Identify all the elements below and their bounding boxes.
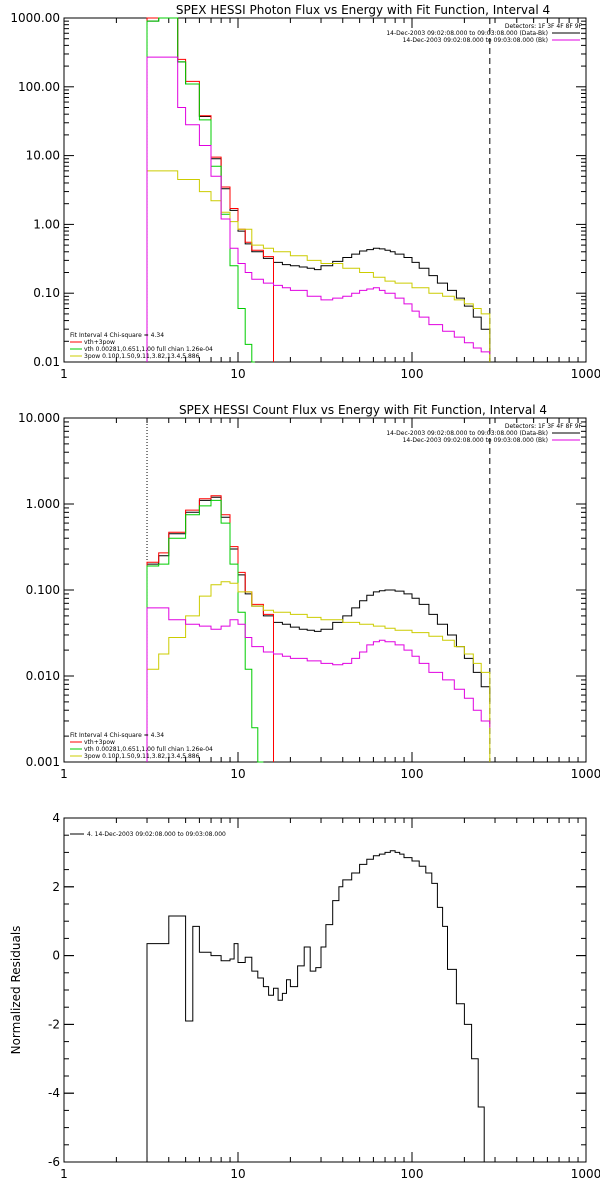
legend-entry-text: 14-Dec-2003 09:02:08.000 to 09:03:08.000… <box>386 30 548 37</box>
y-tick-label: 0.100 <box>26 583 60 597</box>
legend-entry-text: 4. 14-Dec-2003 09:02:08.000 to 09:03:08.… <box>87 831 226 838</box>
series-group <box>146 850 490 1163</box>
y-tick-label: 1.000 <box>26 497 60 511</box>
x-tick-label: 1000 <box>571 767 600 781</box>
x-tick-label: 100 <box>401 767 424 781</box>
x-tick-label: 1 <box>60 367 68 381</box>
chart-title: SPEX HESSI Count Flux vs Energy with Fit… <box>179 403 547 417</box>
reference-lines <box>146 18 491 362</box>
legend-entry-text: 3pow 0.100,1.50,9.11,3.82,13.4,5.886 <box>84 353 200 360</box>
series-group <box>146 495 491 763</box>
x-tick-label: 1000 <box>571 367 600 381</box>
legend-entry-text: Detectors: 1F 3F 4F 8F 9F <box>505 423 583 430</box>
count-flux-panel: SPEX HESSI Count Flux vs Energy with Fit… <box>18 403 600 781</box>
legend-left: Fit Interval 4 Chi-square = 4.34vth+3pow… <box>70 332 213 360</box>
legend-entry-text: 14-Dec-2003 09:02:08.000 to 09:03:08.000… <box>386 430 548 437</box>
plot-frame <box>63 417 587 763</box>
y-tick-label: -4 <box>48 1086 60 1100</box>
legend-entry-text: vth+3pow <box>84 339 115 346</box>
y-tick-label: 0.10 <box>33 286 60 300</box>
residuals-panel: Normalized Residuals 1 10 100 1000 -6 -4 -2 0 2… <box>9 811 600 1181</box>
legend-left: Fit Interval 4 Chi-square = 4.34vth+3pow… <box>70 732 213 760</box>
legend-entry-text: Fit Interval 4 Chi-square = 4.34 <box>70 732 164 739</box>
series-line-3 <box>146 581 491 762</box>
y-tick-label: 10.00 <box>26 149 60 163</box>
series-line-0 <box>146 850 490 1163</box>
y-tick-label: 1.00 <box>33 217 60 231</box>
series-line-4 <box>146 607 491 762</box>
x-tick-label: 10 <box>230 1167 245 1181</box>
series-line-2 <box>146 499 264 763</box>
series-line-1 <box>146 495 274 762</box>
x-axis: 1 10 100 1000 <box>60 418 600 781</box>
x-tick-label: 10 <box>230 767 245 781</box>
chart-title: SPEX HESSI Photon Flux vs Energy with Fi… <box>176 3 550 17</box>
legend-entry-text: Fit Interval 4 Chi-square = 4.34 <box>70 332 164 339</box>
series-line-3 <box>146 170 491 362</box>
legend-entry-text: vth 0.00281,0.651,1.00 full chian 1.26e-… <box>84 346 213 353</box>
legend-entry-text: Detectors: 1F 3F 4F 8F 9F <box>505 23 583 30</box>
series-line-0 <box>146 496 491 762</box>
y-tick-label: 0 <box>52 949 60 963</box>
x-tick-label: 1 <box>60 1167 68 1181</box>
plot-frame <box>63 17 587 363</box>
legend-entry-text: vth+3pow <box>84 739 115 746</box>
y-axis: 0.01 0.10 1.00 10.00 100.00 1000.00 <box>10 11 586 369</box>
series-line-0 <box>146 17 491 362</box>
y-tick-label: 2 <box>52 880 60 894</box>
x-tick-label: 1000 <box>571 1167 600 1181</box>
legend-left-top: 4. 14-Dec-2003 09:02:08.000 to 09:03:08.… <box>70 831 226 838</box>
y-axis-label: Normalized Residuals <box>9 926 23 1055</box>
legend-entry-text: vth 0.00281,0.651,1.00 full chian 1.26e-… <box>84 746 213 753</box>
x-tick-label: 100 <box>401 1167 424 1181</box>
y-tick-label: -6 <box>48 1155 60 1169</box>
legend-entry-text: 14-Dec-2003 09:02:08.000 to 09:03:08.000… <box>403 437 548 444</box>
photon-flux-panel: SPEX HESSI Photon Flux vs Energy with Fi… <box>10 3 600 381</box>
series-line-2 <box>146 17 255 363</box>
series-line-4 <box>146 56 491 362</box>
y-tick-label: 0.01 <box>33 355 60 369</box>
y-tick-label: 100.00 <box>18 80 60 94</box>
y-axis: -6 -4 -2 0 2 4 <box>48 811 586 1169</box>
x-tick-label: 10 <box>230 367 245 381</box>
y-tick-label: 1000.00 <box>10 11 60 25</box>
y-tick-label: 10.000 <box>18 411 60 425</box>
x-tick-label: 100 <box>401 367 424 381</box>
plot-frame <box>63 817 587 1163</box>
series-line-1 <box>146 17 274 362</box>
y-tick-label: 0.010 <box>26 669 60 683</box>
x-tick-label: 1 <box>60 767 68 781</box>
y-tick-label: 4 <box>52 811 60 825</box>
reference-lines <box>146 418 491 762</box>
legend-entry-text: 3pow 0.100,1.50,9.11,3.82,13.4,5.886 <box>84 753 200 760</box>
y-tick-label: 0.001 <box>26 755 60 769</box>
y-tick-label: -2 <box>48 1017 60 1031</box>
x-axis: 1 10 100 1000 <box>60 818 600 1181</box>
series-group <box>146 17 491 363</box>
y-axis: 0.001 0.010 0.100 1.000 10.000 <box>18 411 586 769</box>
x-axis: 1 10 100 1000 <box>60 18 600 381</box>
legend-entry-text: 14-Dec-2003 09:02:08.000 to 09:03:08.000… <box>403 37 548 44</box>
